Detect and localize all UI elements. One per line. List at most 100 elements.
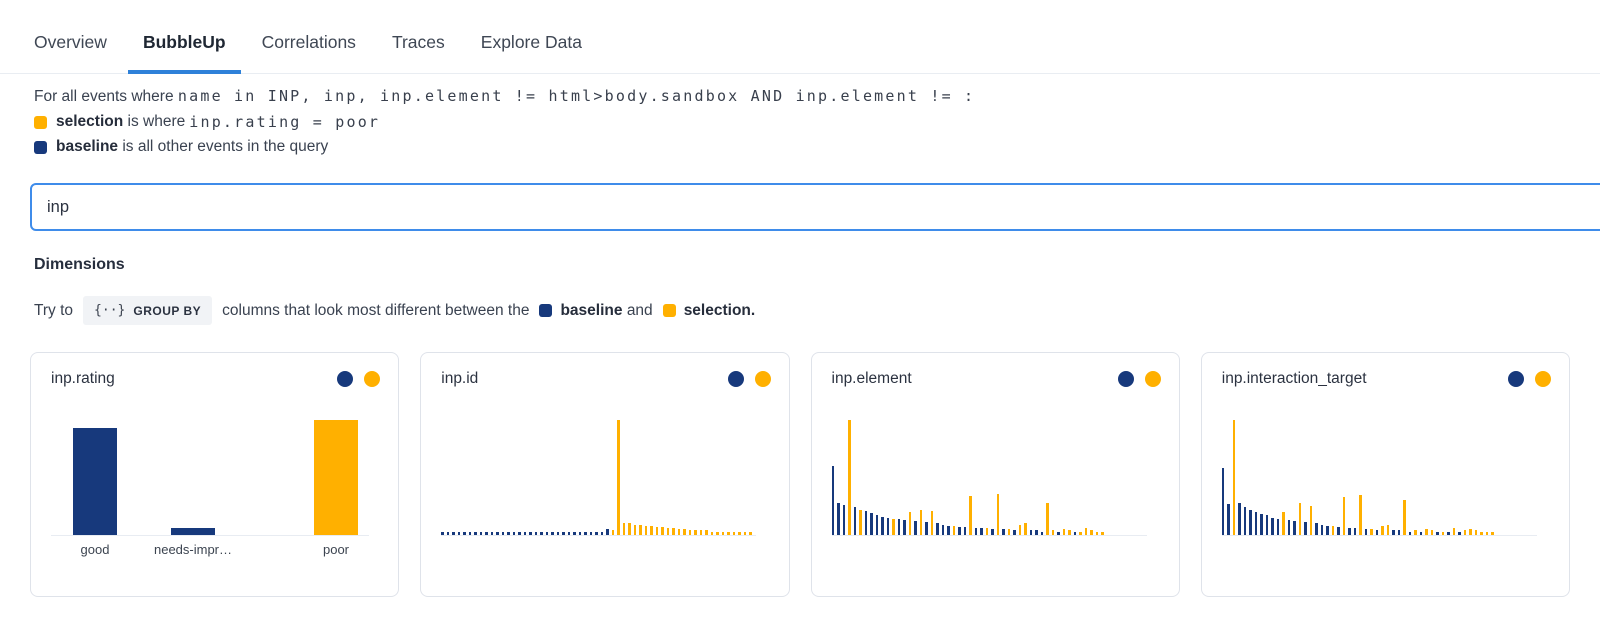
selection-toggle-icon[interactable] [754, 371, 771, 387]
selection-toggle-icon[interactable] [364, 371, 381, 387]
selection-bar [622, 523, 626, 535]
selection-bar [749, 532, 752, 535]
baseline-toggle-icon[interactable] [337, 371, 354, 387]
selection-bar [1331, 526, 1335, 535]
baseline-bar [562, 532, 565, 535]
tab-correlations[interactable]: Correlations [261, 32, 356, 52]
selection-mid-text: is where [127, 113, 186, 130]
tab-explore-data[interactable]: Explore Data [480, 32, 582, 52]
selection-bar [1474, 530, 1478, 535]
baseline-bar [1397, 530, 1401, 535]
baseline-bar [485, 532, 488, 535]
selection-bar [1342, 497, 1346, 535]
baseline-toggle-icon[interactable] [1117, 371, 1134, 387]
baseline-bar [1040, 532, 1043, 535]
selection-bar [1018, 525, 1021, 535]
baseline-bar [567, 532, 571, 535]
baseline-toggle-icon[interactable] [1508, 371, 1524, 387]
chart-bar-poor [314, 420, 358, 535]
baseline-bar [1276, 519, 1280, 535]
hint-and: and [626, 301, 653, 319]
baseline-bar [1458, 532, 1461, 535]
selection-bar [672, 528, 675, 535]
selection-bar [859, 510, 862, 535]
category-bar-chart[interactable] [51, 420, 369, 536]
category-label: needs-impr… [153, 542, 233, 557]
selection-bar [1298, 503, 1302, 535]
selection-bar [666, 528, 670, 535]
query-expression: name in INP, inp, inp.element != html>bo… [177, 87, 976, 105]
selection-bar [908, 512, 911, 535]
selection-bar [1007, 529, 1010, 535]
card-title: inp.id [441, 370, 479, 387]
baseline-bar [974, 528, 977, 535]
category-label: poor [322, 542, 350, 557]
tab-traces[interactable]: Traces [391, 32, 445, 52]
baseline-bar [512, 532, 516, 535]
distribution-bar-chart[interactable] [831, 420, 1147, 536]
baseline-bar [1436, 532, 1439, 535]
baseline-bar [1392, 530, 1395, 535]
selection-bar [1430, 530, 1434, 535]
baseline-bar [1353, 528, 1357, 535]
selection-bar [1282, 512, 1285, 535]
baseline-bar [925, 522, 928, 535]
baseline-bar [1315, 523, 1318, 535]
baseline-toggle-icon[interactable] [727, 371, 744, 387]
selection-bar [732, 532, 736, 535]
selection-bar [1469, 529, 1472, 535]
selection-bar [727, 532, 730, 535]
group-by-hint-line: Try to {··} GROUP BY columns that look m… [34, 296, 1566, 325]
group-by-icon: {··} [94, 303, 126, 318]
selection-bar [985, 528, 988, 535]
dimension-card-inp-rating[interactable]: inp.rating good needs-impr… poor [30, 352, 400, 597]
selection-bar [721, 532, 725, 535]
baseline-bar [1337, 527, 1340, 535]
selection-bar [1024, 523, 1027, 535]
selection-toggle-icon[interactable] [1535, 371, 1551, 387]
distribution-bar-chart[interactable] [1221, 420, 1537, 536]
selection-bar [710, 532, 714, 535]
baseline-bar [529, 532, 532, 535]
baseline-bar [886, 518, 889, 535]
selection-bar [1452, 528, 1456, 535]
chart-bar-good [73, 428, 117, 535]
selection-bar [683, 529, 686, 535]
tab-bubbleup[interactable]: BubbleUp [127, 32, 241, 74]
baseline-bar [496, 532, 499, 535]
selection-bar [650, 526, 653, 535]
selection-legend-line: selection is where inp.rating = poor [34, 113, 1566, 131]
baseline-bar [1287, 520, 1291, 535]
baseline-bar [853, 507, 856, 535]
tab-bar: Overview BubbleUp Correlations Traces Ex… [0, 0, 1600, 74]
baseline-swatch-icon [539, 304, 553, 317]
baseline-bar [980, 528, 983, 535]
dimension-card-inp-element[interactable]: inp.element [810, 352, 1180, 597]
query-summary-line: For all events where name in INP, inp, i… [34, 87, 1566, 106]
distribution-bar-chart[interactable] [441, 420, 757, 536]
baseline-bar [963, 527, 966, 535]
selection-bar [617, 420, 620, 535]
selection-toggle-icon[interactable] [1144, 371, 1161, 387]
dimension-card-inp-id[interactable]: inp.id [420, 352, 790, 597]
hint-selection-word: selection [683, 301, 751, 319]
baseline-bar [1227, 504, 1230, 535]
card-header: inp.interaction_target [1222, 370, 1555, 388]
dimension-search-input[interactable] [30, 183, 1600, 231]
baseline-bar [1265, 515, 1269, 535]
card-header: inp.rating [51, 370, 384, 388]
selection-bar [1084, 528, 1087, 535]
tab-overview[interactable]: Overview [34, 32, 107, 52]
baseline-bar [864, 511, 867, 535]
selection-bar [743, 532, 747, 535]
baseline-bar [1002, 529, 1005, 535]
baseline-bar [1326, 526, 1329, 535]
baseline-bar [600, 532, 604, 535]
baseline-bar [551, 532, 554, 535]
selection-bar [1232, 420, 1236, 535]
selection-bar [952, 526, 955, 535]
group-by-chip[interactable]: {··} GROUP BY [83, 296, 213, 325]
baseline-bar [518, 532, 521, 535]
dimension-card-inp-interaction-target[interactable]: inp.interaction_target [1200, 352, 1570, 597]
baseline-bar [490, 532, 494, 535]
